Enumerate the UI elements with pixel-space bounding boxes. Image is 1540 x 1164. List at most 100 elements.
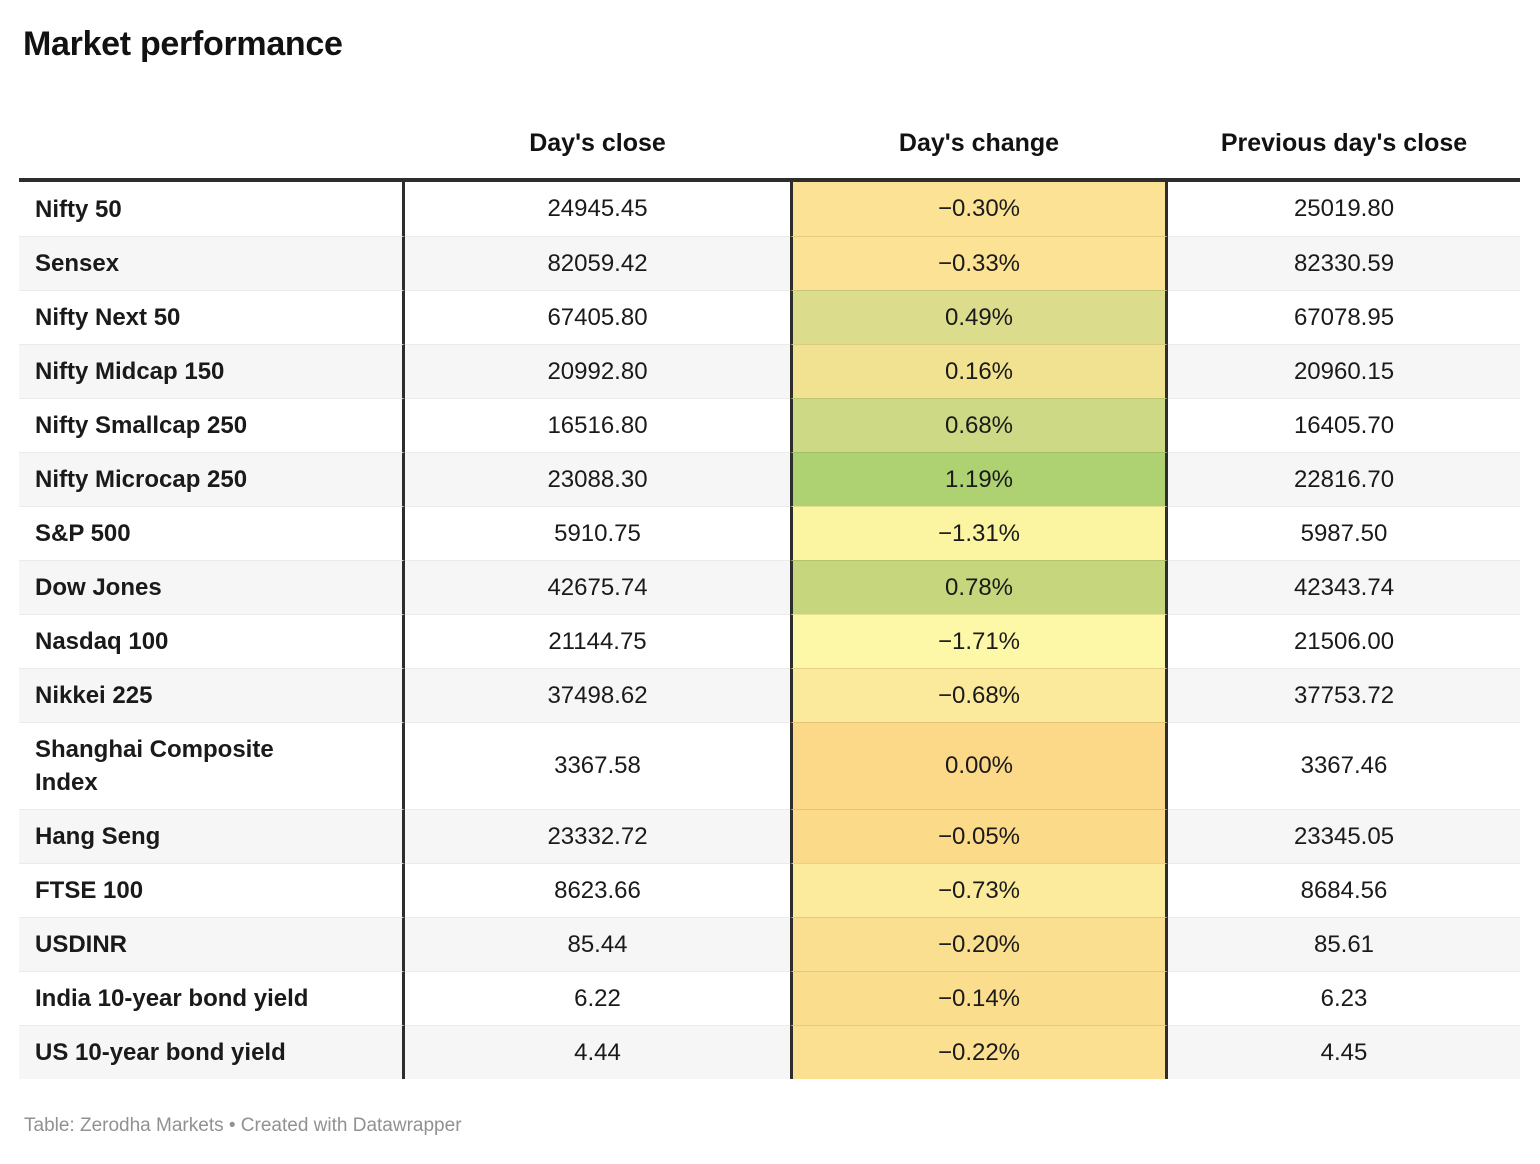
row-label-cell: Hang Seng [19, 809, 405, 863]
table-row: Sensex 82059.42 −0.33% 82330.59 [19, 236, 1520, 290]
table-footer: Table: Zerodha Markets • Created with Da… [24, 1115, 1540, 1137]
row-label-cell: India 10-year bond yield [19, 971, 405, 1025]
row-label: Nifty Smallcap 250 [35, 412, 248, 439]
days-close-value: 4.44 [405, 1025, 790, 1079]
row-label: Nikkei 225 [35, 682, 153, 709]
previous-days-close-value: 16405.70 [1168, 398, 1520, 452]
previous-days-close-value: 3367.46 [1168, 722, 1520, 809]
row-label: Nifty Microcap 250 [35, 466, 248, 493]
row-label-cell: US 10-year bond yield [19, 1025, 405, 1079]
previous-days-close-value: 42343.74 [1168, 560, 1520, 614]
row-label: Nifty Next 50 [35, 304, 181, 331]
days-change-value: −0.30% [790, 182, 1168, 236]
row-label-cell: Nifty Microcap 250 [19, 452, 405, 506]
previous-days-close-value: 25019.80 [1168, 182, 1520, 236]
row-label-cell: Nasdaq 100 [19, 614, 405, 668]
page-title: Market performance [23, 25, 343, 63]
days-close-value: 67405.80 [405, 290, 790, 344]
previous-days-close-value: 8684.56 [1168, 863, 1520, 917]
days-close-value: 21144.75 [405, 614, 790, 668]
market-table: Nifty 50 24945.45 −0.30% 25019.80 Sensex… [19, 178, 1520, 1079]
row-label-cell: Nifty Next 50 [19, 290, 405, 344]
days-close-value: 16516.80 [405, 398, 790, 452]
row-label: Hang Seng [35, 823, 161, 850]
row-label-cell: Shanghai Composite Index [19, 722, 405, 809]
row-label: Nifty 50 [35, 195, 122, 223]
previous-days-close-value: 22816.70 [1168, 452, 1520, 506]
previous-days-close-value: 85.61 [1168, 917, 1520, 971]
days-change-value: −0.14% [790, 971, 1168, 1025]
row-label-cell: FTSE 100 [19, 863, 405, 917]
row-label-cell: S&P 500 [19, 506, 405, 560]
days-change-value: 0.49% [790, 290, 1168, 344]
days-change-value: 1.19% [790, 452, 1168, 506]
days-close-value: 85.44 [405, 917, 790, 971]
days-change-value: 0.78% [790, 560, 1168, 614]
table-row: Shanghai Composite Index 3367.58 0.00% 3… [19, 722, 1520, 809]
row-label: Dow Jones [35, 574, 162, 601]
row-label-cell: Dow Jones [19, 560, 405, 614]
days-close-value: 37498.62 [405, 668, 790, 722]
column-header-days-close: Day's close [529, 129, 666, 157]
row-label-cell: Sensex [19, 236, 405, 290]
days-close-value: 24945.45 [405, 182, 790, 236]
days-close-value: 8623.66 [405, 863, 790, 917]
table-row: US 10-year bond yield 4.44 −0.22% 4.45 [19, 1025, 1520, 1079]
row-label-cell: Nifty Midcap 150 [19, 344, 405, 398]
days-close-value: 82059.42 [405, 236, 790, 290]
row-label: Nifty Midcap 150 [35, 358, 225, 385]
days-close-value: 5910.75 [405, 506, 790, 560]
row-label: US 10-year bond yield [35, 1039, 286, 1066]
days-close-value: 3367.58 [405, 722, 790, 809]
previous-days-close-value: 37753.72 [1168, 668, 1520, 722]
days-close-value: 23332.72 [405, 809, 790, 863]
previous-days-close-value: 23345.05 [1168, 809, 1520, 863]
row-label: Nasdaq 100 [35, 628, 169, 655]
table-header-row: Day's close Day's change Previous day's … [19, 64, 1520, 178]
days-change-value: −0.68% [790, 668, 1168, 722]
row-label-cell: Nifty 50 [19, 182, 405, 236]
table-row: USDINR 85.44 −0.20% 85.61 [19, 917, 1520, 971]
previous-days-close-value: 67078.95 [1168, 290, 1520, 344]
previous-days-close-value: 4.45 [1168, 1025, 1520, 1079]
days-close-value: 23088.30 [405, 452, 790, 506]
previous-days-close-value: 6.23 [1168, 971, 1520, 1025]
days-change-value: −1.71% [790, 614, 1168, 668]
previous-days-close-value: 5987.50 [1168, 506, 1520, 560]
table-row: FTSE 100 8623.66 −0.73% 8684.56 [19, 863, 1520, 917]
row-label: Sensex [35, 250, 120, 277]
row-label-cell: Nifty Smallcap 250 [19, 398, 405, 452]
column-header-previous-days-close: Previous day's close [1220, 129, 1468, 157]
footer-attribution-text: Table: Zerodha Markets • Created with Da… [24, 1115, 462, 1136]
days-change-value: −1.31% [790, 506, 1168, 560]
days-close-value: 6.22 [405, 971, 790, 1025]
table-row: Dow Jones 42675.74 0.78% 42343.74 [19, 560, 1520, 614]
row-label: S&P 500 [35, 520, 131, 547]
row-label: India 10-year bond yield [35, 985, 309, 1012]
table-row: Nifty Next 50 67405.80 0.49% 67078.95 [19, 290, 1520, 344]
row-label: FTSE 100 [35, 877, 144, 904]
previous-days-close-value: 21506.00 [1168, 614, 1520, 668]
table-row: Nasdaq 100 21144.75 −1.71% 21506.00 [19, 614, 1520, 668]
days-change-value: 0.00% [790, 722, 1168, 809]
days-change-value: −0.33% [790, 236, 1168, 290]
column-header-days-change: Day's change [898, 129, 1060, 157]
days-change-value: 0.68% [790, 398, 1168, 452]
row-label-cell: USDINR [19, 917, 405, 971]
days-close-value: 42675.74 [405, 560, 790, 614]
table-row: Nifty 50 24945.45 −0.30% 25019.80 [19, 182, 1520, 236]
table-row: S&P 500 5910.75 −1.31% 5987.50 [19, 506, 1520, 560]
row-label-cell: Nikkei 225 [19, 668, 405, 722]
row-label: USDINR [35, 931, 128, 958]
days-change-value: 0.16% [790, 344, 1168, 398]
previous-days-close-value: 82330.59 [1168, 236, 1520, 290]
days-change-value: −0.73% [790, 863, 1168, 917]
days-change-value: −0.22% [790, 1025, 1168, 1079]
previous-days-close-value: 20960.15 [1168, 344, 1520, 398]
days-change-value: −0.05% [790, 809, 1168, 863]
days-change-value: −0.20% [790, 917, 1168, 971]
table-row: Nifty Smallcap 250 16516.80 0.68% 16405.… [19, 398, 1520, 452]
table-row: Nifty Midcap 150 20992.80 0.16% 20960.15 [19, 344, 1520, 398]
table-row: Hang Seng 23332.72 −0.05% 23345.05 [19, 809, 1520, 863]
